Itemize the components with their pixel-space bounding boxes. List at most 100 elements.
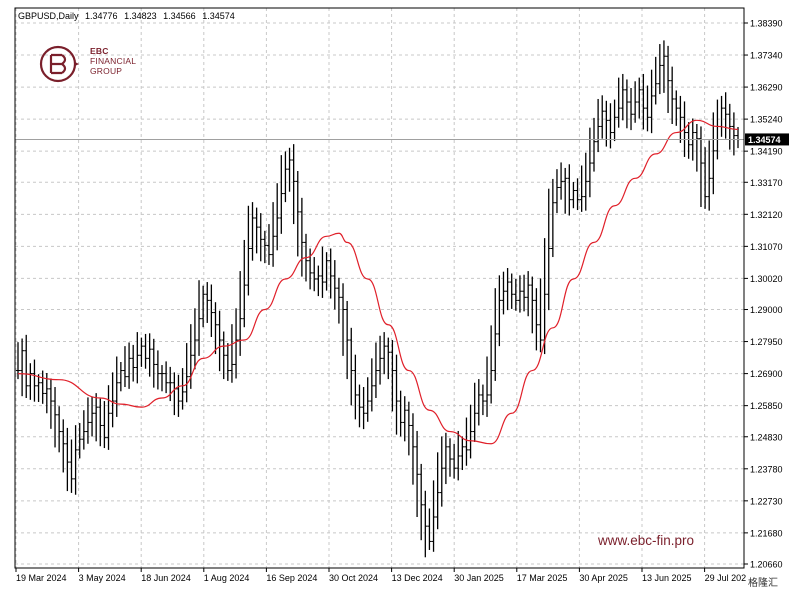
price-bar xyxy=(439,436,444,507)
price-bar xyxy=(238,271,243,356)
x-axis: 19 Mar 2024 3 May 2024 18 Jun 2024 1 Aug 20… xyxy=(15,568,751,583)
price-bar xyxy=(53,387,58,448)
price-bar xyxy=(85,397,90,444)
price-bar xyxy=(81,410,86,450)
price-bar xyxy=(197,280,202,356)
x-tick-label: 1 Aug 2024 xyxy=(204,573,250,583)
y-tick-label: 1.26900 xyxy=(750,369,783,379)
price-bar xyxy=(534,288,539,351)
price-bar xyxy=(98,398,103,447)
open-value: 1.34776 xyxy=(85,11,118,21)
price-bar xyxy=(563,167,568,214)
x-tick-label: 30 Apr 2025 xyxy=(579,573,628,583)
price-bar xyxy=(616,77,621,128)
price-bar xyxy=(736,127,740,149)
x-tick-label: 18 Jun 2024 xyxy=(141,573,191,583)
price-bar xyxy=(172,372,177,416)
price-bar xyxy=(299,197,304,277)
price-bar xyxy=(320,246,325,298)
price-bar xyxy=(316,265,321,297)
y-tick-label: 1.36290 xyxy=(750,83,783,93)
price-bar xyxy=(633,81,638,123)
price-bar xyxy=(192,308,197,370)
price-bar xyxy=(69,439,74,493)
current-price-tag: 1.34574 xyxy=(745,133,789,146)
x-tick-label: 13 Jun 2025 xyxy=(642,573,692,583)
grid-lines xyxy=(15,8,744,568)
price-bar xyxy=(135,332,140,384)
price-bar xyxy=(180,368,185,410)
price-bar xyxy=(517,275,522,313)
price-bar xyxy=(435,452,440,530)
price-bar xyxy=(575,178,580,211)
price-bar xyxy=(723,92,728,139)
low-value: 1.34566 xyxy=(163,11,196,21)
y-tick-label: 1.33170 xyxy=(750,178,783,188)
price-bar xyxy=(579,165,584,212)
price-bar xyxy=(731,112,736,156)
price-bar xyxy=(361,387,366,430)
price-bar xyxy=(587,127,592,198)
price-bar xyxy=(328,248,333,299)
website-url: www.ebc-fin.pro xyxy=(598,533,695,548)
price-bar xyxy=(139,337,144,367)
price-bar xyxy=(456,430,461,481)
price-bar xyxy=(110,372,115,428)
price-bar xyxy=(90,396,95,437)
price-bar xyxy=(715,99,720,160)
price-bar xyxy=(431,480,436,552)
price-bar xyxy=(40,370,45,404)
close-value: 1.34574 xyxy=(202,11,235,21)
price-bar xyxy=(406,401,411,456)
plot-frame xyxy=(14,7,745,569)
y-tick-label: 1.29000 xyxy=(750,305,783,315)
x-tick-label: 3 May 2024 xyxy=(79,573,126,583)
price-bar xyxy=(155,350,160,390)
price-bar xyxy=(423,490,428,558)
price-bar xyxy=(629,87,634,131)
price-bar xyxy=(16,342,20,380)
price-bar xyxy=(641,73,646,130)
price-bar xyxy=(357,384,362,428)
price-bar xyxy=(489,325,494,404)
moving-average-line xyxy=(17,119,739,445)
price-bar xyxy=(600,95,605,139)
price-bar xyxy=(612,99,617,142)
y-tick-label: 1.32120 xyxy=(750,210,783,220)
x-tick-label: 13 Dec 2024 xyxy=(392,573,443,583)
price-bar xyxy=(522,274,527,312)
price-bar xyxy=(538,278,543,353)
price-bar xyxy=(336,277,341,324)
price-bar xyxy=(147,333,152,377)
price-bar xyxy=(670,66,675,124)
x-tick-label: 17 Mar 2025 xyxy=(517,573,568,583)
price-bar xyxy=(345,300,350,380)
logo-wordmark: EBC FINANCIAL GROUP xyxy=(90,46,136,76)
price-bar xyxy=(295,170,300,257)
price-bar xyxy=(122,346,127,388)
price-bar xyxy=(65,427,70,492)
price-bar xyxy=(637,77,642,119)
x-tick-label: 30 Jan 2025 xyxy=(454,573,504,583)
price-bar xyxy=(258,213,263,262)
price-bar xyxy=(20,338,25,397)
y-tick-label: 1.24830 xyxy=(750,432,783,442)
logo-line-2: FINANCIAL xyxy=(90,56,137,66)
price-bar xyxy=(28,363,33,400)
price-bar xyxy=(127,342,132,389)
price-bar xyxy=(234,308,239,379)
price-bar xyxy=(382,332,387,375)
price-bar xyxy=(398,390,403,437)
price-bar xyxy=(168,366,173,402)
price-bar xyxy=(102,401,107,449)
price-bar xyxy=(36,374,41,402)
price-bar xyxy=(460,436,465,471)
price-bar xyxy=(596,98,601,153)
price-bar xyxy=(386,337,391,380)
logo-line-1: EBC xyxy=(90,46,109,56)
price-bar xyxy=(452,443,457,479)
price-bar xyxy=(262,230,267,264)
price-bar xyxy=(114,356,119,417)
ebc-logo-icon xyxy=(39,45,79,83)
